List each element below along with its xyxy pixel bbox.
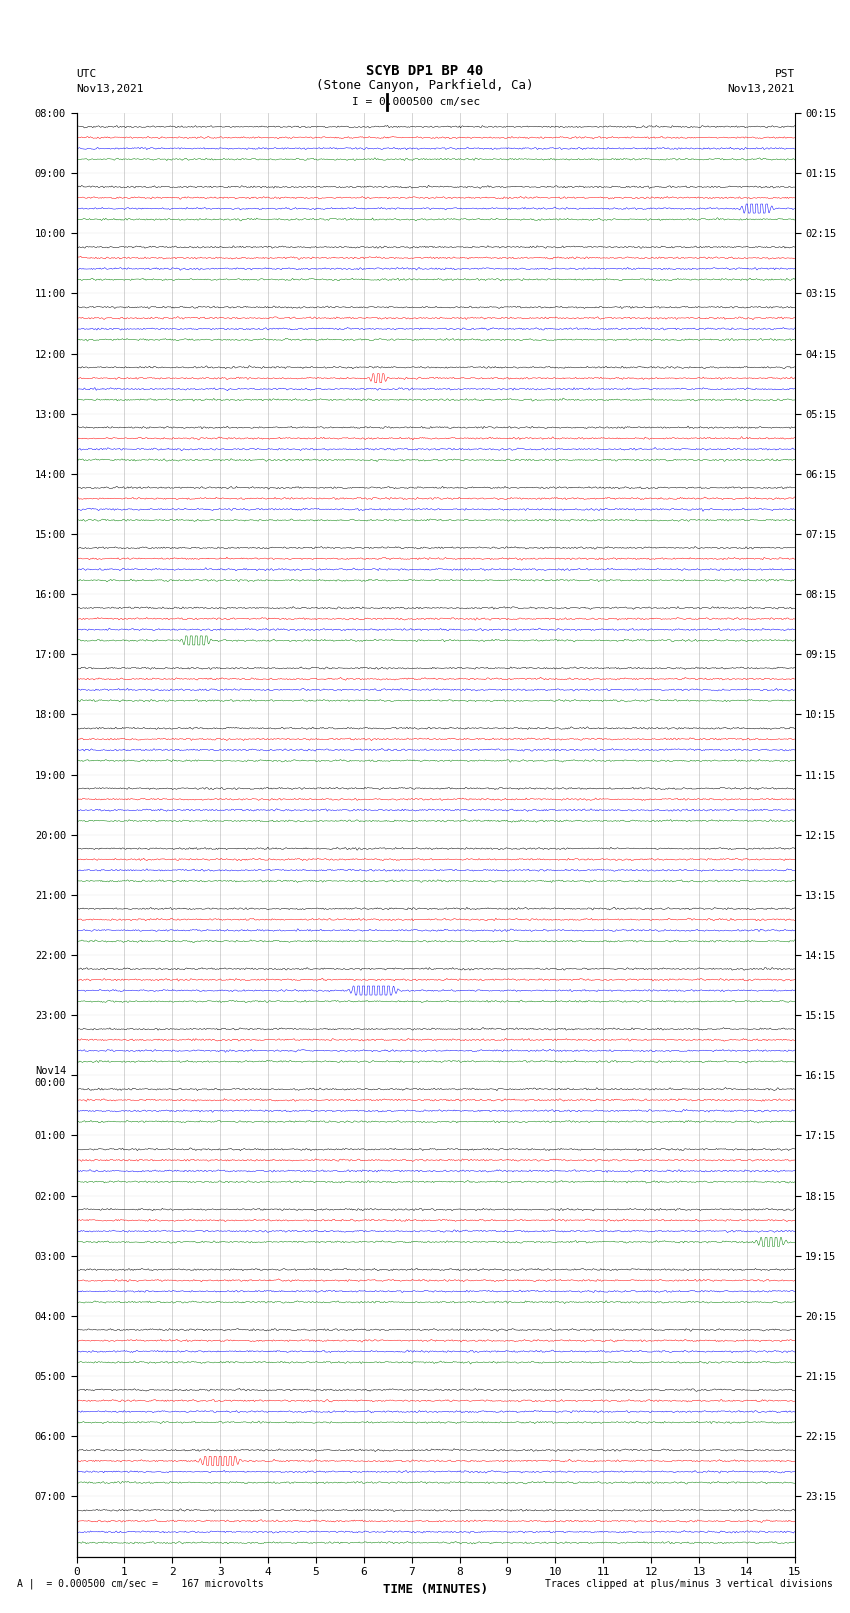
- Text: (Stone Canyon, Parkfield, Ca): (Stone Canyon, Parkfield, Ca): [316, 79, 534, 92]
- Text: A |  = 0.000500 cm/sec =    167 microvolts: A | = 0.000500 cm/sec = 167 microvolts: [17, 1579, 264, 1589]
- Text: Traces clipped at plus/minus 3 vertical divisions: Traces clipped at plus/minus 3 vertical …: [545, 1579, 833, 1589]
- Text: I = 0.000500 cm/sec: I = 0.000500 cm/sec: [353, 97, 480, 106]
- Text: UTC: UTC: [76, 69, 97, 79]
- Text: SCYB DP1 BP 40: SCYB DP1 BP 40: [366, 65, 484, 77]
- Text: Nov13,2021: Nov13,2021: [728, 84, 795, 94]
- Text: PST: PST: [774, 69, 795, 79]
- Text: Nov13,2021: Nov13,2021: [76, 84, 144, 94]
- X-axis label: TIME (MINUTES): TIME (MINUTES): [383, 1582, 488, 1595]
